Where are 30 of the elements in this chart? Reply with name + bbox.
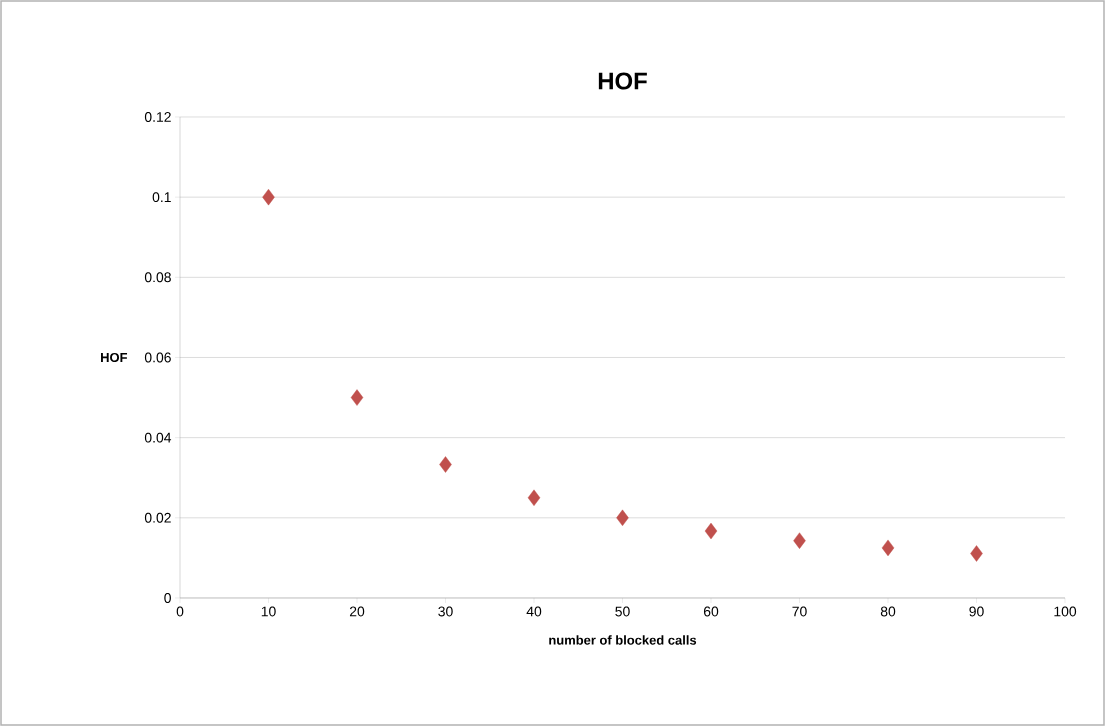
x-tick-label: 10: [261, 606, 276, 617]
point: [527, 489, 541, 506]
point: [881, 539, 895, 557]
point: [704, 522, 718, 540]
y-tick-label: 0.12: [144, 112, 171, 122]
point: [439, 456, 452, 473]
y-axis-title: HOF: [101, 352, 128, 363]
x-tick-label: 100: [1054, 606, 1077, 617]
x-tick-label: 50: [615, 606, 630, 617]
x-tick-label: 90: [969, 606, 984, 617]
x-axis-title: number of blocked calls: [549, 635, 697, 645]
x-tick-label: 60: [703, 606, 719, 617]
x-tick-label: 0: [176, 606, 184, 617]
y-tick-label: 0.1: [152, 192, 171, 203]
x-tick-label: 80: [880, 606, 896, 617]
chart-title: HOF: [598, 72, 647, 90]
y-tick-label: 0.08: [144, 272, 171, 283]
point: [970, 545, 983, 562]
y-tick-label: 0.06: [144, 352, 171, 363]
point: [262, 188, 275, 206]
y-tick-label: 0.02: [144, 512, 171, 523]
x-tick-label: 70: [792, 606, 807, 617]
point: [793, 532, 806, 549]
point: [616, 509, 629, 527]
x-tick-label: 40: [526, 606, 542, 617]
point: [350, 389, 364, 406]
x-tick-label: 30: [438, 606, 453, 617]
x-tick-label: 20: [349, 606, 365, 617]
y-tick-label: 0.04: [144, 432, 172, 443]
y-tick-label: 0: [164, 593, 171, 603]
